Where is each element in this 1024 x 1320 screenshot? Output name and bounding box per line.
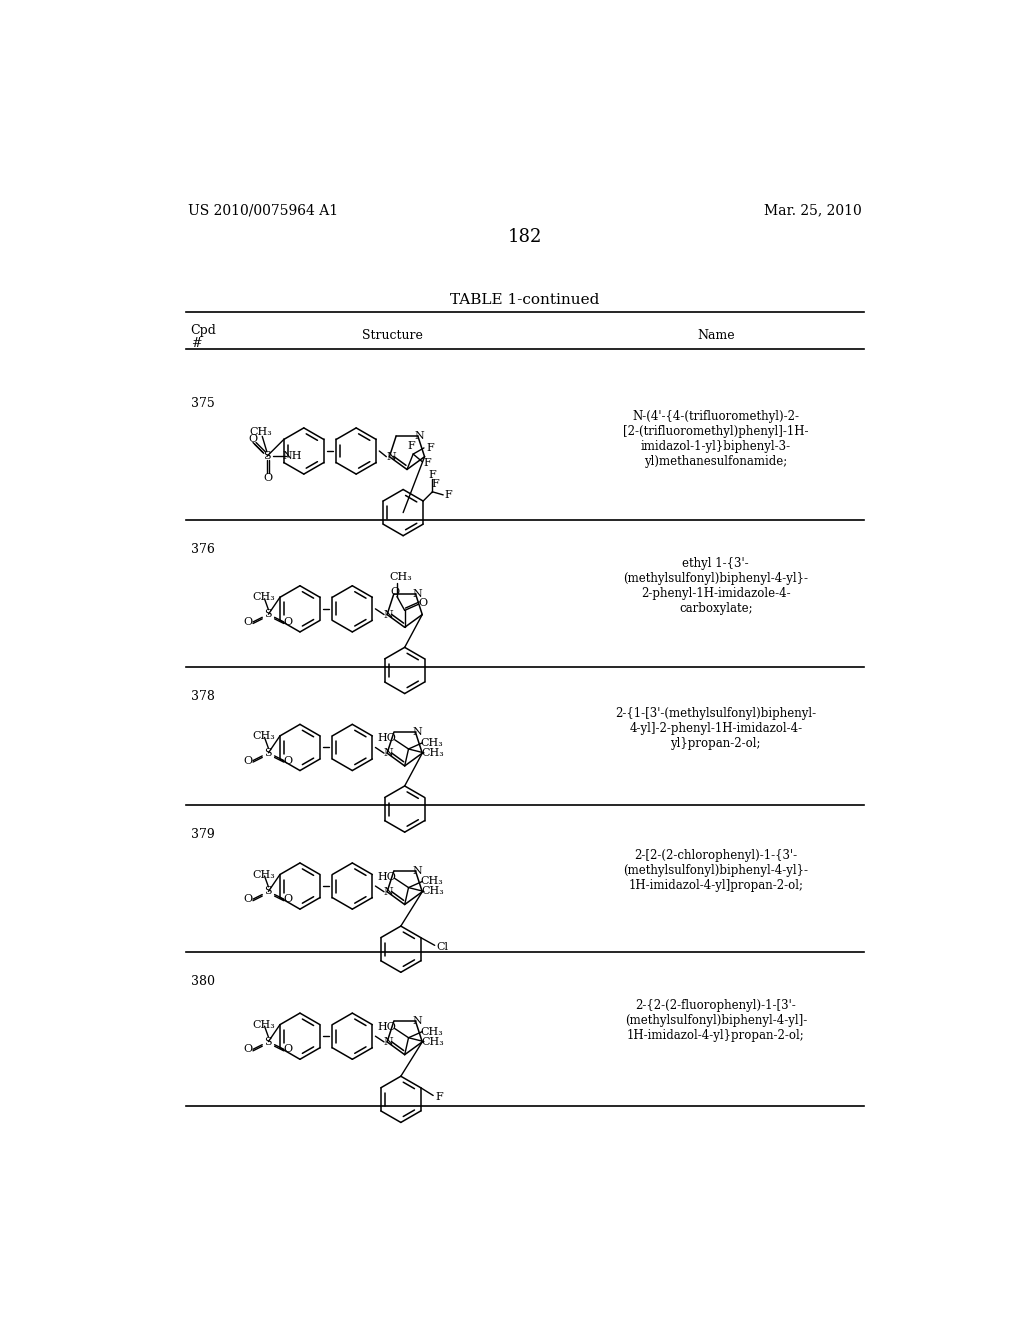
Text: ethyl 1-{3'-
(methylsulfonyl)biphenyl-4-yl}-
2-phenyl-1H-imidazole-4-
carboxylat: ethyl 1-{3'- (methylsulfonyl)biphenyl-4-…: [624, 557, 808, 615]
Text: NH: NH: [283, 451, 302, 462]
Text: CH₃: CH₃: [252, 731, 275, 741]
Text: CH₃: CH₃: [252, 593, 275, 602]
Text: CH₃: CH₃: [422, 1036, 444, 1047]
Text: N: N: [384, 887, 393, 896]
Text: Mar. 25, 2010: Mar. 25, 2010: [764, 203, 861, 216]
Text: N: N: [413, 1016, 422, 1026]
Text: 379: 379: [190, 829, 214, 841]
Text: O: O: [244, 755, 253, 766]
Text: CH₃: CH₃: [389, 572, 413, 582]
Text: CH₃: CH₃: [422, 887, 444, 896]
Text: O: O: [284, 755, 293, 766]
Text: TABLE 1-continued: TABLE 1-continued: [451, 293, 599, 308]
Text: O: O: [284, 616, 293, 627]
Text: S: S: [264, 887, 272, 896]
Text: N: N: [384, 610, 393, 619]
Text: F: F: [431, 479, 439, 490]
Text: 378: 378: [190, 689, 214, 702]
Text: CH₃: CH₃: [249, 426, 272, 437]
Text: N: N: [413, 727, 422, 738]
Text: Cpd: Cpd: [190, 323, 216, 337]
Text: O: O: [390, 587, 399, 597]
Text: Cl: Cl: [436, 942, 449, 952]
Text: Name: Name: [697, 330, 734, 342]
Text: S: S: [264, 1036, 272, 1047]
Text: HO: HO: [378, 733, 396, 743]
Text: HO: HO: [378, 1022, 396, 1032]
Text: N: N: [386, 451, 396, 462]
Text: F: F: [426, 444, 434, 453]
Text: Structure: Structure: [361, 330, 423, 342]
Text: CH₃: CH₃: [422, 748, 444, 758]
Text: F: F: [435, 1092, 443, 1102]
Text: 2-{1-[3'-(methylsulfonyl)biphenyl-
4-yl]-2-phenyl-1H-imidazol-4-
yl}propan-2-ol;: 2-{1-[3'-(methylsulfonyl)biphenyl- 4-yl]…: [615, 706, 816, 750]
Text: CH₃: CH₃: [252, 1019, 275, 1030]
Text: O: O: [263, 473, 272, 483]
Text: F: F: [444, 490, 453, 500]
Text: 376: 376: [190, 544, 214, 557]
Text: N: N: [384, 748, 393, 758]
Text: S: S: [264, 610, 272, 619]
Text: F: F: [423, 458, 431, 469]
Text: HO: HO: [378, 871, 396, 882]
Text: N-(4'-{4-(trifluoromethyl)-2-
[2-(trifluoromethyl)phenyl]-1H-
imidazol-1-yl}biph: N-(4'-{4-(trifluoromethyl)-2- [2-(triflu…: [623, 411, 809, 469]
Text: O: O: [244, 894, 253, 904]
Text: CH₃: CH₃: [252, 870, 275, 879]
Text: 182: 182: [508, 227, 542, 246]
Text: US 2010/0075964 A1: US 2010/0075964 A1: [188, 203, 339, 216]
Text: O: O: [244, 616, 253, 627]
Text: O: O: [284, 1044, 293, 1055]
Text: O: O: [284, 894, 293, 904]
Text: F: F: [407, 441, 415, 451]
Text: S: S: [263, 451, 270, 462]
Text: O: O: [249, 434, 258, 445]
Text: N: N: [415, 432, 424, 441]
Text: 380: 380: [190, 974, 215, 987]
Text: S: S: [264, 748, 272, 758]
Text: O: O: [244, 1044, 253, 1055]
Text: #: #: [190, 337, 201, 350]
Text: N: N: [384, 1038, 393, 1047]
Text: N: N: [413, 589, 422, 599]
Text: 2-{2-(2-fluorophenyl)-1-[3'-
(methylsulfonyl)biphenyl-4-yl]-
1H-imidazol-4-yl}pr: 2-{2-(2-fluorophenyl)-1-[3'- (methylsulf…: [625, 999, 807, 1043]
Text: 375: 375: [190, 397, 214, 411]
Text: CH₃: CH₃: [420, 1027, 443, 1036]
Text: CH₃: CH₃: [420, 876, 443, 887]
Text: F: F: [428, 470, 436, 480]
Text: 2-[2-(2-chlorophenyl)-1-{3'-
(methylsulfonyl)biphenyl-4-yl}-
1H-imidazol-4-yl]pr: 2-[2-(2-chlorophenyl)-1-{3'- (methylsulf…: [624, 849, 808, 892]
Text: O: O: [419, 598, 428, 607]
Text: CH₃: CH₃: [420, 738, 443, 748]
Text: N: N: [413, 866, 422, 876]
